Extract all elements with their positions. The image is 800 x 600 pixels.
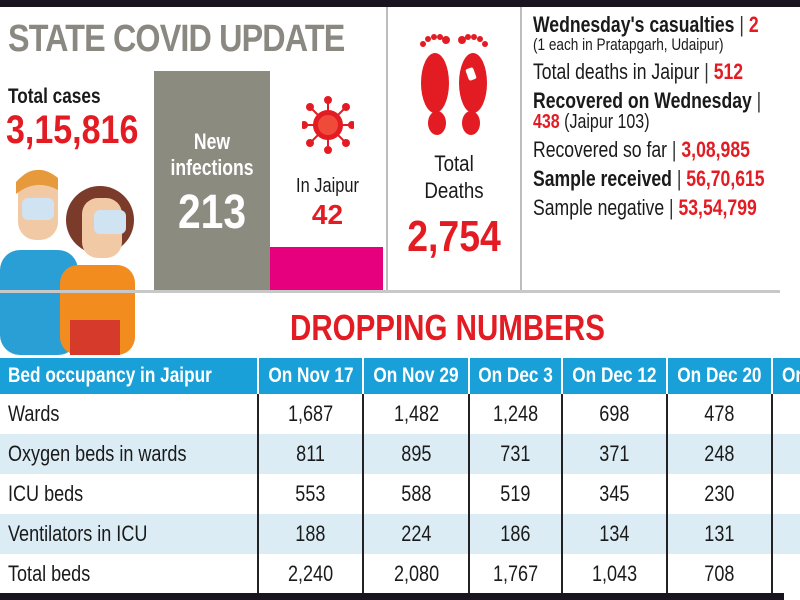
magenta-block bbox=[270, 247, 383, 291]
stat-recovered-wednesday-detail: 438 (Jaipur 103) bbox=[533, 111, 650, 133]
bottom-border bbox=[0, 593, 784, 600]
col-header: On Dec 20 bbox=[666, 358, 772, 394]
new-infections-label-1: New bbox=[193, 129, 231, 154]
col-header: On Dec 12 bbox=[561, 358, 668, 394]
virus-icon bbox=[302, 96, 354, 154]
total-deaths-value: 2,754 bbox=[407, 212, 501, 261]
stat-recovered-so-far: Recovered so far | 3,08,985 bbox=[533, 137, 750, 162]
col-header: On Nov 29 bbox=[362, 358, 470, 394]
total-cases-value: 3,15,816 bbox=[6, 108, 139, 152]
stat-wednesday-casualties: Wednesday's casualties | 2 bbox=[533, 12, 759, 37]
jaipur-label: In Jaipur bbox=[296, 175, 359, 197]
total-cases-label: Total cases bbox=[8, 85, 101, 108]
stats-panel: Wednesday's casualties | 2 (1 each in Pr… bbox=[533, 10, 800, 222]
table-header-row: Bed occupancy in Jaipur On Nov 17 On Nov… bbox=[0, 358, 800, 394]
stat-total-deaths-jaipur: Total deaths in Jaipur | 512 bbox=[533, 59, 744, 84]
divider bbox=[520, 7, 522, 292]
table-row: ICU beds55358851934523071 bbox=[0, 474, 800, 514]
stat-sample-negative: Sample negative | 53,54,799 bbox=[533, 195, 757, 220]
col-header: On Nov 17 bbox=[256, 358, 364, 394]
stat-sample-received: Sample received | 56,70,615 bbox=[533, 166, 765, 191]
stat-recovered-wednesday: Recovered on Wednesday | bbox=[533, 88, 762, 113]
divider bbox=[386, 7, 388, 292]
new-infections-value: 213 bbox=[177, 186, 247, 239]
footprints-icon bbox=[420, 34, 488, 135]
masked-people-illustration-icon bbox=[0, 169, 135, 355]
col-header: On Dec 3 bbox=[468, 358, 563, 394]
col-header: On Jan 20 bbox=[770, 358, 800, 394]
jaipur-value: 42 bbox=[311, 199, 344, 230]
bed-occupancy-table: Bed occupancy in Jaipur On Nov 17 On Nov… bbox=[0, 358, 800, 594]
stat-casualties-detail: (1 each in Pratapgarh, Udaipur) bbox=[533, 35, 724, 54]
table-row: Oxygen beds in wards81189573137124845 bbox=[0, 434, 800, 474]
page-title: STATE COVID UPDATE bbox=[8, 18, 345, 60]
section-divider bbox=[0, 290, 780, 293]
new-infections-label-2: infections bbox=[170, 155, 254, 180]
table-row: Ventilators in ICU18822418613413125 bbox=[0, 514, 800, 554]
total-deaths-label: Total Deaths bbox=[424, 151, 484, 203]
new-infections-card: New infections 213 bbox=[154, 71, 270, 291]
table-title: DROPPING NUMBERS bbox=[290, 307, 605, 348]
top-border bbox=[0, 0, 800, 7]
col-header: Bed occupancy in Jaipur bbox=[0, 358, 258, 394]
